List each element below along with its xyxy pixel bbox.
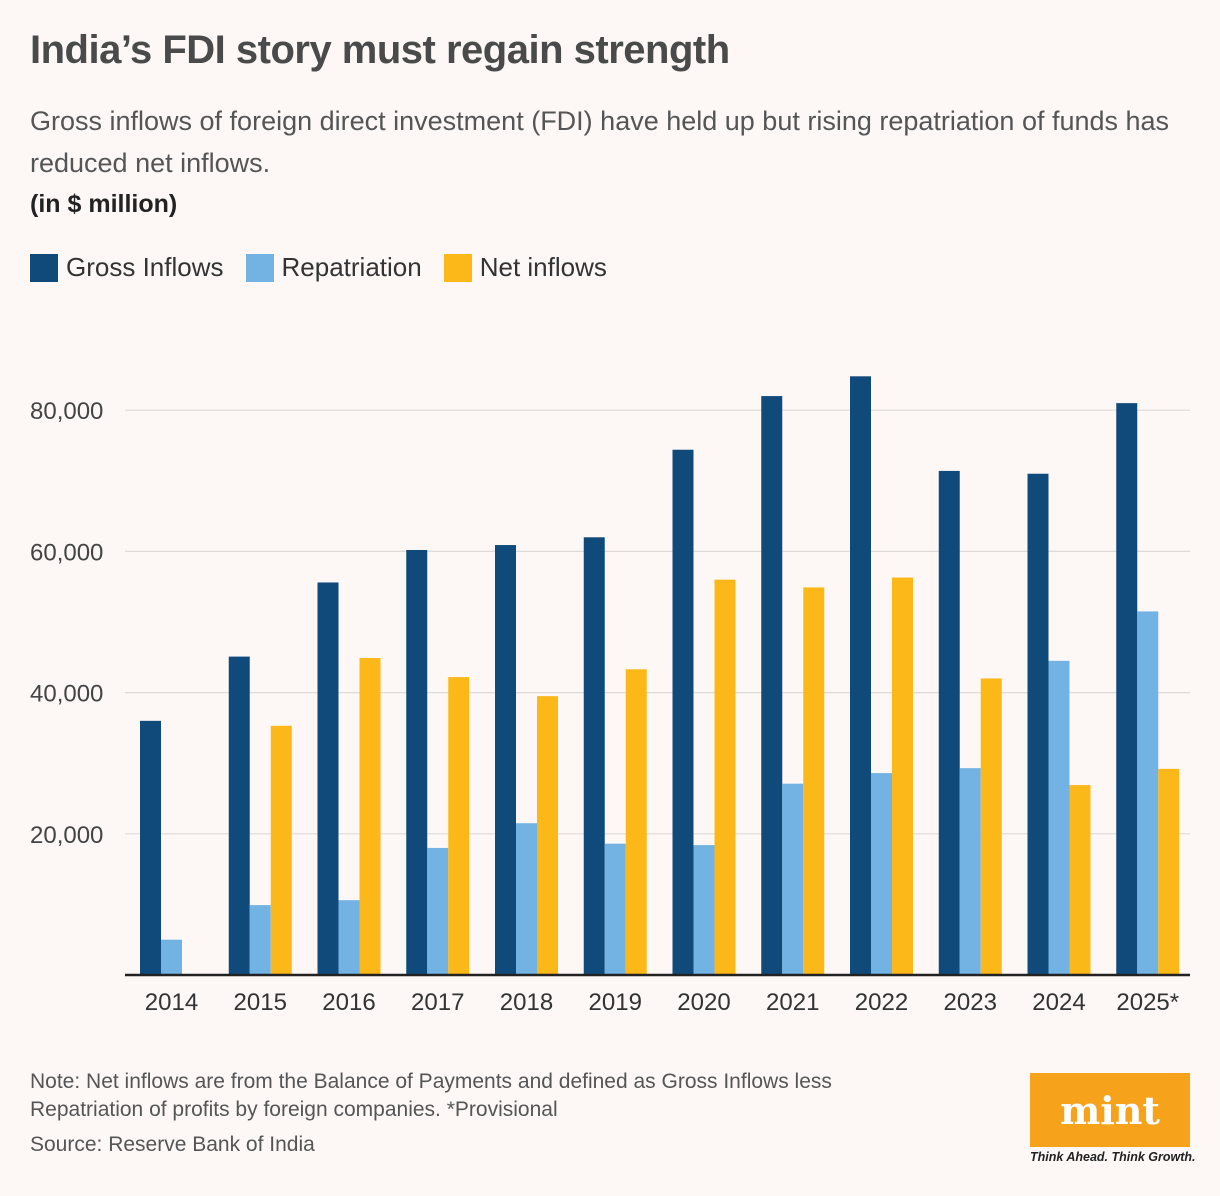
y-tick-label: 60,000 xyxy=(30,539,103,566)
bar-chart: 20,000 40,000 60,000 80,000 2014 2015 2016 2017… xyxy=(30,376,1190,1016)
legend-item-repatriation: Repatriation xyxy=(245,252,422,283)
legend-swatch-net xyxy=(443,253,472,282)
bar-net-2020 xyxy=(714,579,736,975)
bar-gross-2020 xyxy=(672,449,694,976)
bar-repatriation-2020 xyxy=(693,845,715,975)
x-tick-label: 2023 xyxy=(944,989,997,1016)
mint-logo: mint xyxy=(1030,1073,1190,1147)
bar-net-2015 xyxy=(270,725,292,975)
bar-net-2024 xyxy=(1069,785,1091,975)
bar-gross-2025 xyxy=(1116,403,1138,975)
bar-net-2025 xyxy=(1158,768,1180,975)
legend-item-net: Net inflows xyxy=(443,252,607,283)
x-tick-label: 2016 xyxy=(322,989,375,1016)
bar-net-2023 xyxy=(980,678,1002,975)
chart-title: India’s FDI story must regain strength xyxy=(30,28,730,72)
logo-tagline: Think Ahead. Think Growth. xyxy=(1030,1150,1196,1164)
x-tick-label: 2019 xyxy=(589,989,642,1016)
y-tick-label: 40,000 xyxy=(30,681,103,708)
legend-swatch-gross xyxy=(30,253,58,282)
bar-net-2017 xyxy=(448,677,470,975)
legend-label-repatriation: Repatriation xyxy=(281,252,422,282)
bar-gross-2017 xyxy=(406,549,428,975)
bar-gross-2014 xyxy=(140,720,161,975)
bar-gross-2021 xyxy=(761,396,783,976)
source-note: Source: Reserve Bank of India xyxy=(30,1133,315,1156)
x-tick-label: 2021 xyxy=(766,989,819,1016)
legend-label-net: Net inflows xyxy=(479,252,607,282)
x-tick-label: 2014 xyxy=(145,989,198,1016)
legend-swatch-repatriation xyxy=(245,253,274,282)
bar-repatriation-2015 xyxy=(249,905,271,975)
bar-gross-2023 xyxy=(938,470,960,975)
bar-repatriation-2014 xyxy=(161,939,182,975)
legend-label-gross: Gross Inflows xyxy=(66,252,224,282)
bar-gross-2022 xyxy=(850,376,871,975)
y-tick-label: 80,000 xyxy=(30,398,103,425)
bar-gross-2024 xyxy=(1027,473,1049,975)
footnote: Note: Net inflows are from the Balance o… xyxy=(30,1070,832,1121)
bar-gross-2016 xyxy=(317,582,339,975)
x-tick-label: 2024 xyxy=(1032,989,1085,1016)
bar-repatriation-2017 xyxy=(427,847,449,975)
x-tick-label: 2015 xyxy=(234,989,287,1016)
x-tick-label: 2020 xyxy=(677,989,730,1016)
chart-subtitle: Gross inflows of foreign direct investme… xyxy=(30,106,1170,178)
bar-net-2022 xyxy=(892,577,913,975)
bar-repatriation-2024 xyxy=(1048,660,1070,975)
bar-repatriation-2021 xyxy=(782,783,804,975)
bar-net-2018 xyxy=(537,696,558,975)
bar-net-2019 xyxy=(625,669,647,975)
bar-repatriation-2018 xyxy=(516,823,537,975)
logo-text: mint xyxy=(1060,1087,1160,1133)
legend-item-gross: Gross Inflows xyxy=(30,252,224,283)
legend: Gross Inflows Repatriation Net inflows xyxy=(30,252,629,283)
unit-label: (in $ million) xyxy=(30,190,178,218)
bar-gross-2019 xyxy=(583,537,605,975)
x-tick-label: 2022 xyxy=(855,989,908,1016)
x-tick-label: 2025* xyxy=(1116,989,1179,1016)
x-tick-label: 2017 xyxy=(411,989,464,1016)
y-tick-label: 20,000 xyxy=(30,822,103,849)
bar-repatriation-2019 xyxy=(604,843,626,975)
x-tick-label: 2018 xyxy=(500,989,553,1016)
bar-repatriation-2025 xyxy=(1137,611,1159,975)
bar-repatriation-2023 xyxy=(959,768,981,975)
bar-gross-2018 xyxy=(495,545,516,975)
bar-net-2021 xyxy=(803,587,825,975)
bar-repatriation-2016 xyxy=(338,900,360,975)
bar-repatriation-2022 xyxy=(871,773,892,975)
bar-net-2016 xyxy=(359,658,381,975)
bar-gross-2015 xyxy=(228,656,250,975)
